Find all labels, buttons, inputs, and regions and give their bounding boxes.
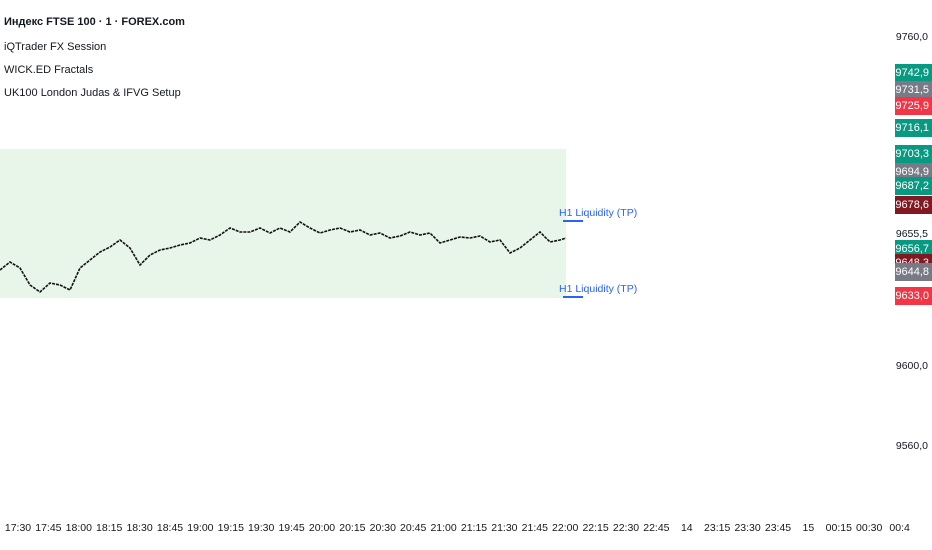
symbol-title[interactable]: Индекс FTSE 100 · 1 · FOREX.com	[4, 16, 185, 28]
time-label: 22:45	[643, 522, 669, 534]
price-tag: 9703,3	[895, 145, 932, 163]
price-tag: 9716,1	[895, 119, 932, 137]
time-label: 20:00	[309, 522, 335, 534]
time-label: 21:00	[430, 522, 456, 534]
price-tag-bg	[895, 287, 932, 305]
time-label: 14	[681, 522, 693, 534]
price-tag-text: 9703,3	[895, 148, 929, 160]
time-label: 00:15	[826, 522, 852, 534]
time-label: 22:00	[552, 522, 578, 534]
price-tag: 9678,6	[895, 196, 932, 214]
price-tag-text: 9687,2	[895, 180, 929, 192]
price-tag-text: 9678,6	[895, 199, 929, 211]
time-label: 18:00	[66, 522, 92, 534]
price-tag: 9644,8	[895, 263, 932, 281]
time-label: 23:45	[765, 522, 791, 534]
price-tag-bg	[895, 97, 932, 115]
session-box	[0, 149, 566, 298]
price-tag-text: 9725,9	[895, 100, 929, 112]
price-tag: 9656,7	[895, 240, 932, 258]
price-tag-bg	[895, 240, 932, 258]
time-label: 22:15	[582, 522, 608, 534]
time-label: 17:30	[5, 522, 31, 534]
indicator-name[interactable]: WICK.ED Fractals	[4, 64, 94, 76]
time-label: 19:15	[218, 522, 244, 534]
time-label: 00:30	[856, 522, 882, 534]
price-label: 9760,0	[896, 31, 928, 43]
time-label: 22:30	[613, 522, 639, 534]
price-line	[0, 220, 567, 294]
price-tag: 9742,9	[895, 64, 932, 82]
price-tag: 9633,0	[895, 287, 932, 305]
price-tag-text: 9656,7	[895, 243, 929, 255]
price-tag-text: 9644,8	[895, 266, 929, 278]
price-tag: 9725,9	[895, 97, 932, 115]
time-label: 18:45	[157, 522, 183, 534]
time-label: 20:30	[370, 522, 396, 534]
time-label: 18:30	[126, 522, 152, 534]
indicator-name[interactable]: UK100 London Judas & IFVG Setup	[4, 87, 181, 99]
liquidity-label: H1 Liquidity (TP)	[559, 283, 637, 295]
price-tag-bg	[895, 119, 932, 137]
time-label: 00:4	[889, 522, 910, 534]
time-label: 23:30	[734, 522, 760, 534]
time-label: 17:45	[35, 522, 61, 534]
time-label: 20:45	[400, 522, 426, 534]
time-label: 18:15	[96, 522, 122, 534]
price-tag-text: 9694,9	[895, 166, 929, 178]
time-label: 21:30	[491, 522, 517, 534]
time-label: 21:45	[522, 522, 548, 534]
price-tag-bg	[895, 81, 932, 99]
current-price: 9655,5	[896, 228, 928, 240]
price-tag-bg	[895, 145, 932, 163]
price-tag-text: 9716,1	[895, 122, 929, 134]
time-label: 15	[803, 522, 815, 534]
price-tag: 9694,9	[895, 163, 932, 181]
time-label: 19:00	[187, 522, 213, 534]
price-tag-bg	[895, 263, 932, 281]
price-label: 9600,0	[896, 360, 928, 372]
price-tag-text: 9742,9	[895, 67, 929, 79]
time-label: 20:15	[339, 522, 365, 534]
indicator-name[interactable]: iQTrader FX Session	[4, 41, 106, 53]
time-label: 21:15	[461, 522, 487, 534]
price-tag-text: 9633,0	[895, 290, 929, 302]
price-label: 9560,0	[896, 440, 928, 452]
time-label: 19:45	[278, 522, 304, 534]
price-tag-bg	[895, 163, 932, 181]
price-tag: 9731,5	[895, 81, 932, 99]
price-tag-text: 9731,5	[895, 84, 929, 96]
liquidity-label: H1 Liquidity (TP)	[559, 207, 637, 219]
price-tag-bg	[895, 177, 932, 195]
time-label: 19:30	[248, 522, 274, 534]
time-label: 23:15	[704, 522, 730, 534]
price-tag: 9687,2	[895, 177, 932, 195]
price-tag-bg	[895, 64, 932, 82]
price-tag-bg	[895, 196, 932, 214]
